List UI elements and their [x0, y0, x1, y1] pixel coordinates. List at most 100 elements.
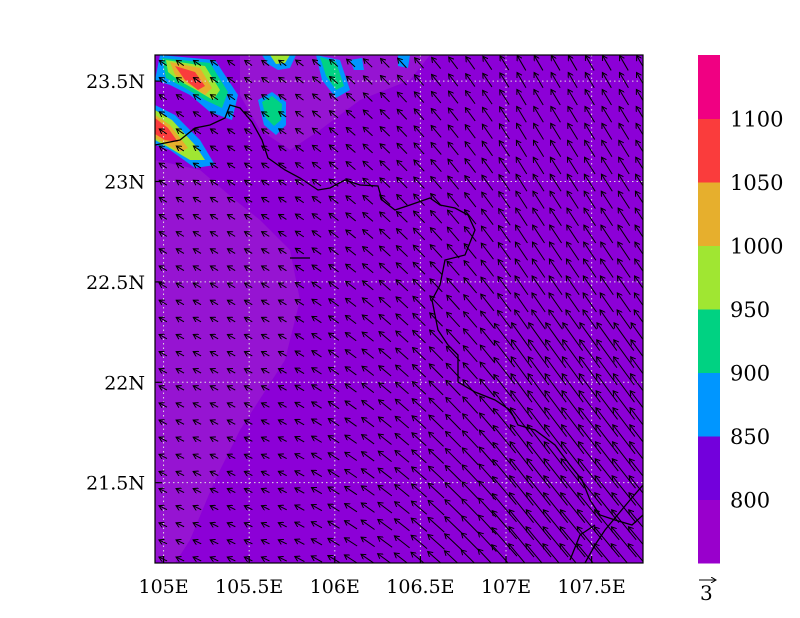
- wind-vector: [345, 315, 357, 325]
- wind-vector: [596, 391, 619, 420]
- wind-vector: [295, 522, 305, 528]
- wind-vector: [636, 174, 643, 187]
- wind-vector: [262, 334, 270, 338]
- wind-vector: [397, 109, 408, 120]
- wind-vector: [227, 471, 236, 475]
- wind-vector: [568, 123, 579, 140]
- wind-vector: [227, 506, 236, 510]
- wind-vector: [635, 191, 643, 204]
- wind-vector: [362, 366, 375, 376]
- wind-vector: [210, 523, 219, 527]
- wind-vector: [329, 196, 339, 204]
- wind-vector: [613, 391, 636, 420]
- wind-vector: [279, 266, 287, 272]
- wind-vector: [562, 425, 585, 455]
- wind-vector: [176, 129, 185, 135]
- wind-vector: [329, 179, 339, 187]
- wind-vector: [550, 242, 563, 261]
- wind-vector: [431, 177, 442, 190]
- wind-vector: [397, 212, 408, 223]
- wind-vector: [245, 78, 253, 84]
- wind-vector: [296, 146, 304, 152]
- wind-vector: [533, 140, 545, 158]
- wind-vector: [346, 281, 357, 290]
- wind-vector: [295, 437, 305, 443]
- wind-vector: [566, 310, 580, 330]
- wind-vector: [311, 556, 323, 563]
- wind-vector: [561, 442, 585, 472]
- wind-vector: [159, 334, 168, 338]
- wind-vector: [279, 112, 287, 118]
- wind-vector: [464, 244, 477, 259]
- wind-vector: [176, 300, 185, 305]
- wind-vector: [562, 374, 584, 403]
- wind-vector: [244, 403, 253, 407]
- wind-vector: [492, 494, 517, 523]
- wind-vector: [619, 140, 630, 158]
- wind-vector: [378, 417, 392, 428]
- wind-vector: [563, 340, 584, 369]
- wind-vector: [227, 197, 236, 203]
- wind-vector: [245, 163, 253, 169]
- wind-vector: [210, 540, 219, 544]
- wind-vector: [262, 300, 270, 305]
- wind-vector: [532, 242, 546, 261]
- wind-vector: [227, 454, 236, 458]
- wind-vector: [261, 523, 270, 527]
- wind-vector: [295, 368, 305, 374]
- colorbar-label: 950: [730, 298, 770, 322]
- y-tick-label: 22N: [104, 372, 145, 394]
- wind-vector: [510, 425, 534, 455]
- wind-vector: [261, 540, 270, 544]
- wind-vector: [244, 334, 253, 338]
- wind-vector: [462, 431, 479, 449]
- wind-vector: [193, 232, 202, 237]
- wind-vector: [498, 260, 512, 278]
- wind-vector: [244, 557, 253, 561]
- wind-vector: [482, 158, 494, 174]
- wind-vector: [228, 129, 236, 135]
- wind-vector: [636, 89, 643, 102]
- wind-vector: [618, 242, 631, 261]
- wind-vector: [429, 449, 445, 464]
- wind-vector: [159, 437, 168, 441]
- wind-vector: [176, 420, 185, 424]
- wind-vector: [295, 351, 305, 357]
- blob-n-5: [398, 55, 410, 68]
- wind-vector: [261, 352, 270, 356]
- plot-frame: [154, 54, 644, 564]
- wind-vector: [210, 352, 219, 356]
- wind-vector: [509, 527, 535, 558]
- wind-vector: [465, 210, 477, 225]
- wind-vector: [159, 129, 168, 135]
- wind-vector: [227, 266, 236, 271]
- wind-vector: [244, 523, 253, 527]
- wind-vector: [515, 242, 529, 261]
- wind-vector: [379, 332, 392, 343]
- wind-vector: [601, 242, 614, 261]
- colorbar-bin: [698, 182, 720, 246]
- wind-vector: [509, 544, 526, 563]
- wind-vector: [363, 247, 374, 257]
- wind-vector: [551, 56, 561, 71]
- wind-vector: [395, 502, 410, 515]
- blob-n-4: [350, 58, 364, 70]
- wind-vector: [227, 249, 236, 254]
- wind-vector: [159, 300, 168, 305]
- wind-vector: [465, 125, 476, 139]
- colorbar-label: 800: [730, 489, 770, 513]
- wind-vector: [262, 266, 270, 271]
- wind-vector: [193, 146, 202, 152]
- wind-vector: [430, 330, 444, 344]
- wind-vector: [210, 489, 219, 493]
- wind-vector: [551, 73, 561, 88]
- wind-vector: [159, 249, 168, 254]
- wind-vector: [210, 317, 219, 321]
- colorbar-bin: [698, 245, 720, 310]
- wind-vector: [462, 448, 479, 466]
- wind-vector: [602, 123, 613, 140]
- wind-vector: [445, 449, 462, 465]
- wind-vector: [244, 540, 253, 544]
- wind-vector: [227, 386, 236, 390]
- wind-vector: [614, 340, 635, 369]
